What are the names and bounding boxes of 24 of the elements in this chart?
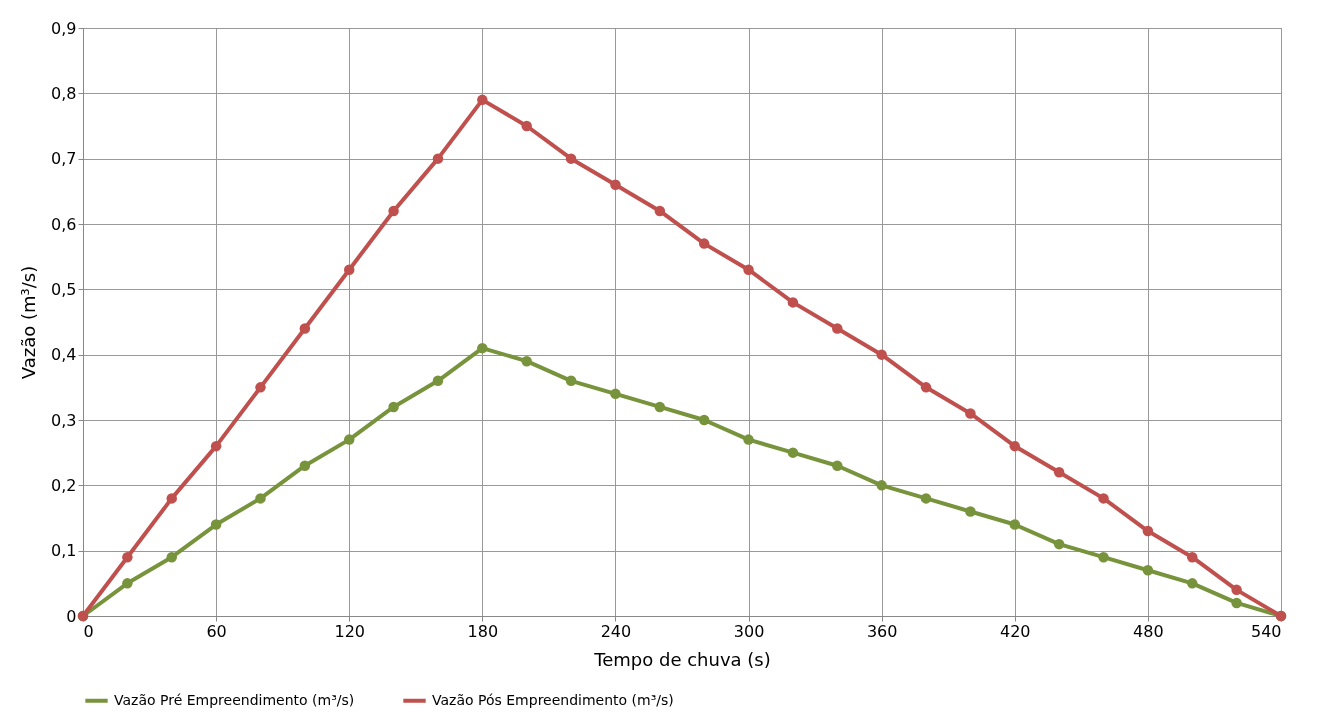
- x-tick-label: 180: [467, 621, 499, 641]
- x-tick-label: 420: [1000, 621, 1031, 641]
- x-tick-label: 360: [866, 621, 898, 641]
- x-axis-title: Tempo de chuva (s): [593, 648, 771, 670]
- y-tick-label: 0,1: [51, 541, 77, 561]
- y-tick-label: 0,5: [51, 279, 77, 299]
- y-tick-label: 0,6: [51, 214, 77, 234]
- y-tick-label: 0,3: [51, 410, 77, 430]
- y-tick-label: 0: [66, 606, 77, 626]
- x-tick-label: 60: [206, 621, 227, 641]
- y-tick-label: 0,4: [51, 345, 77, 365]
- y-tick-label: 0,7: [51, 149, 77, 169]
- y-tick-label: 0,9: [51, 18, 77, 38]
- x-tick-label: 120: [334, 621, 365, 641]
- x-tick-label: 540: [1250, 621, 1282, 641]
- y-axis-title: Vazão (m³/s): [18, 265, 40, 380]
- x-tick-label: 0: [83, 621, 94, 641]
- legend-label: Vazão Pré Empreendimento (m³/s): [114, 691, 355, 708]
- legend-label: Vazão Pós Empreendimento (m³/s): [432, 691, 674, 708]
- y-tick-label: 0,8: [51, 83, 77, 103]
- x-tick-label: 240: [600, 621, 632, 641]
- x-tick-label: 480: [1133, 621, 1164, 641]
- y-tick-label: 0,2: [51, 475, 77, 495]
- x-tick-label: 300: [733, 621, 765, 641]
